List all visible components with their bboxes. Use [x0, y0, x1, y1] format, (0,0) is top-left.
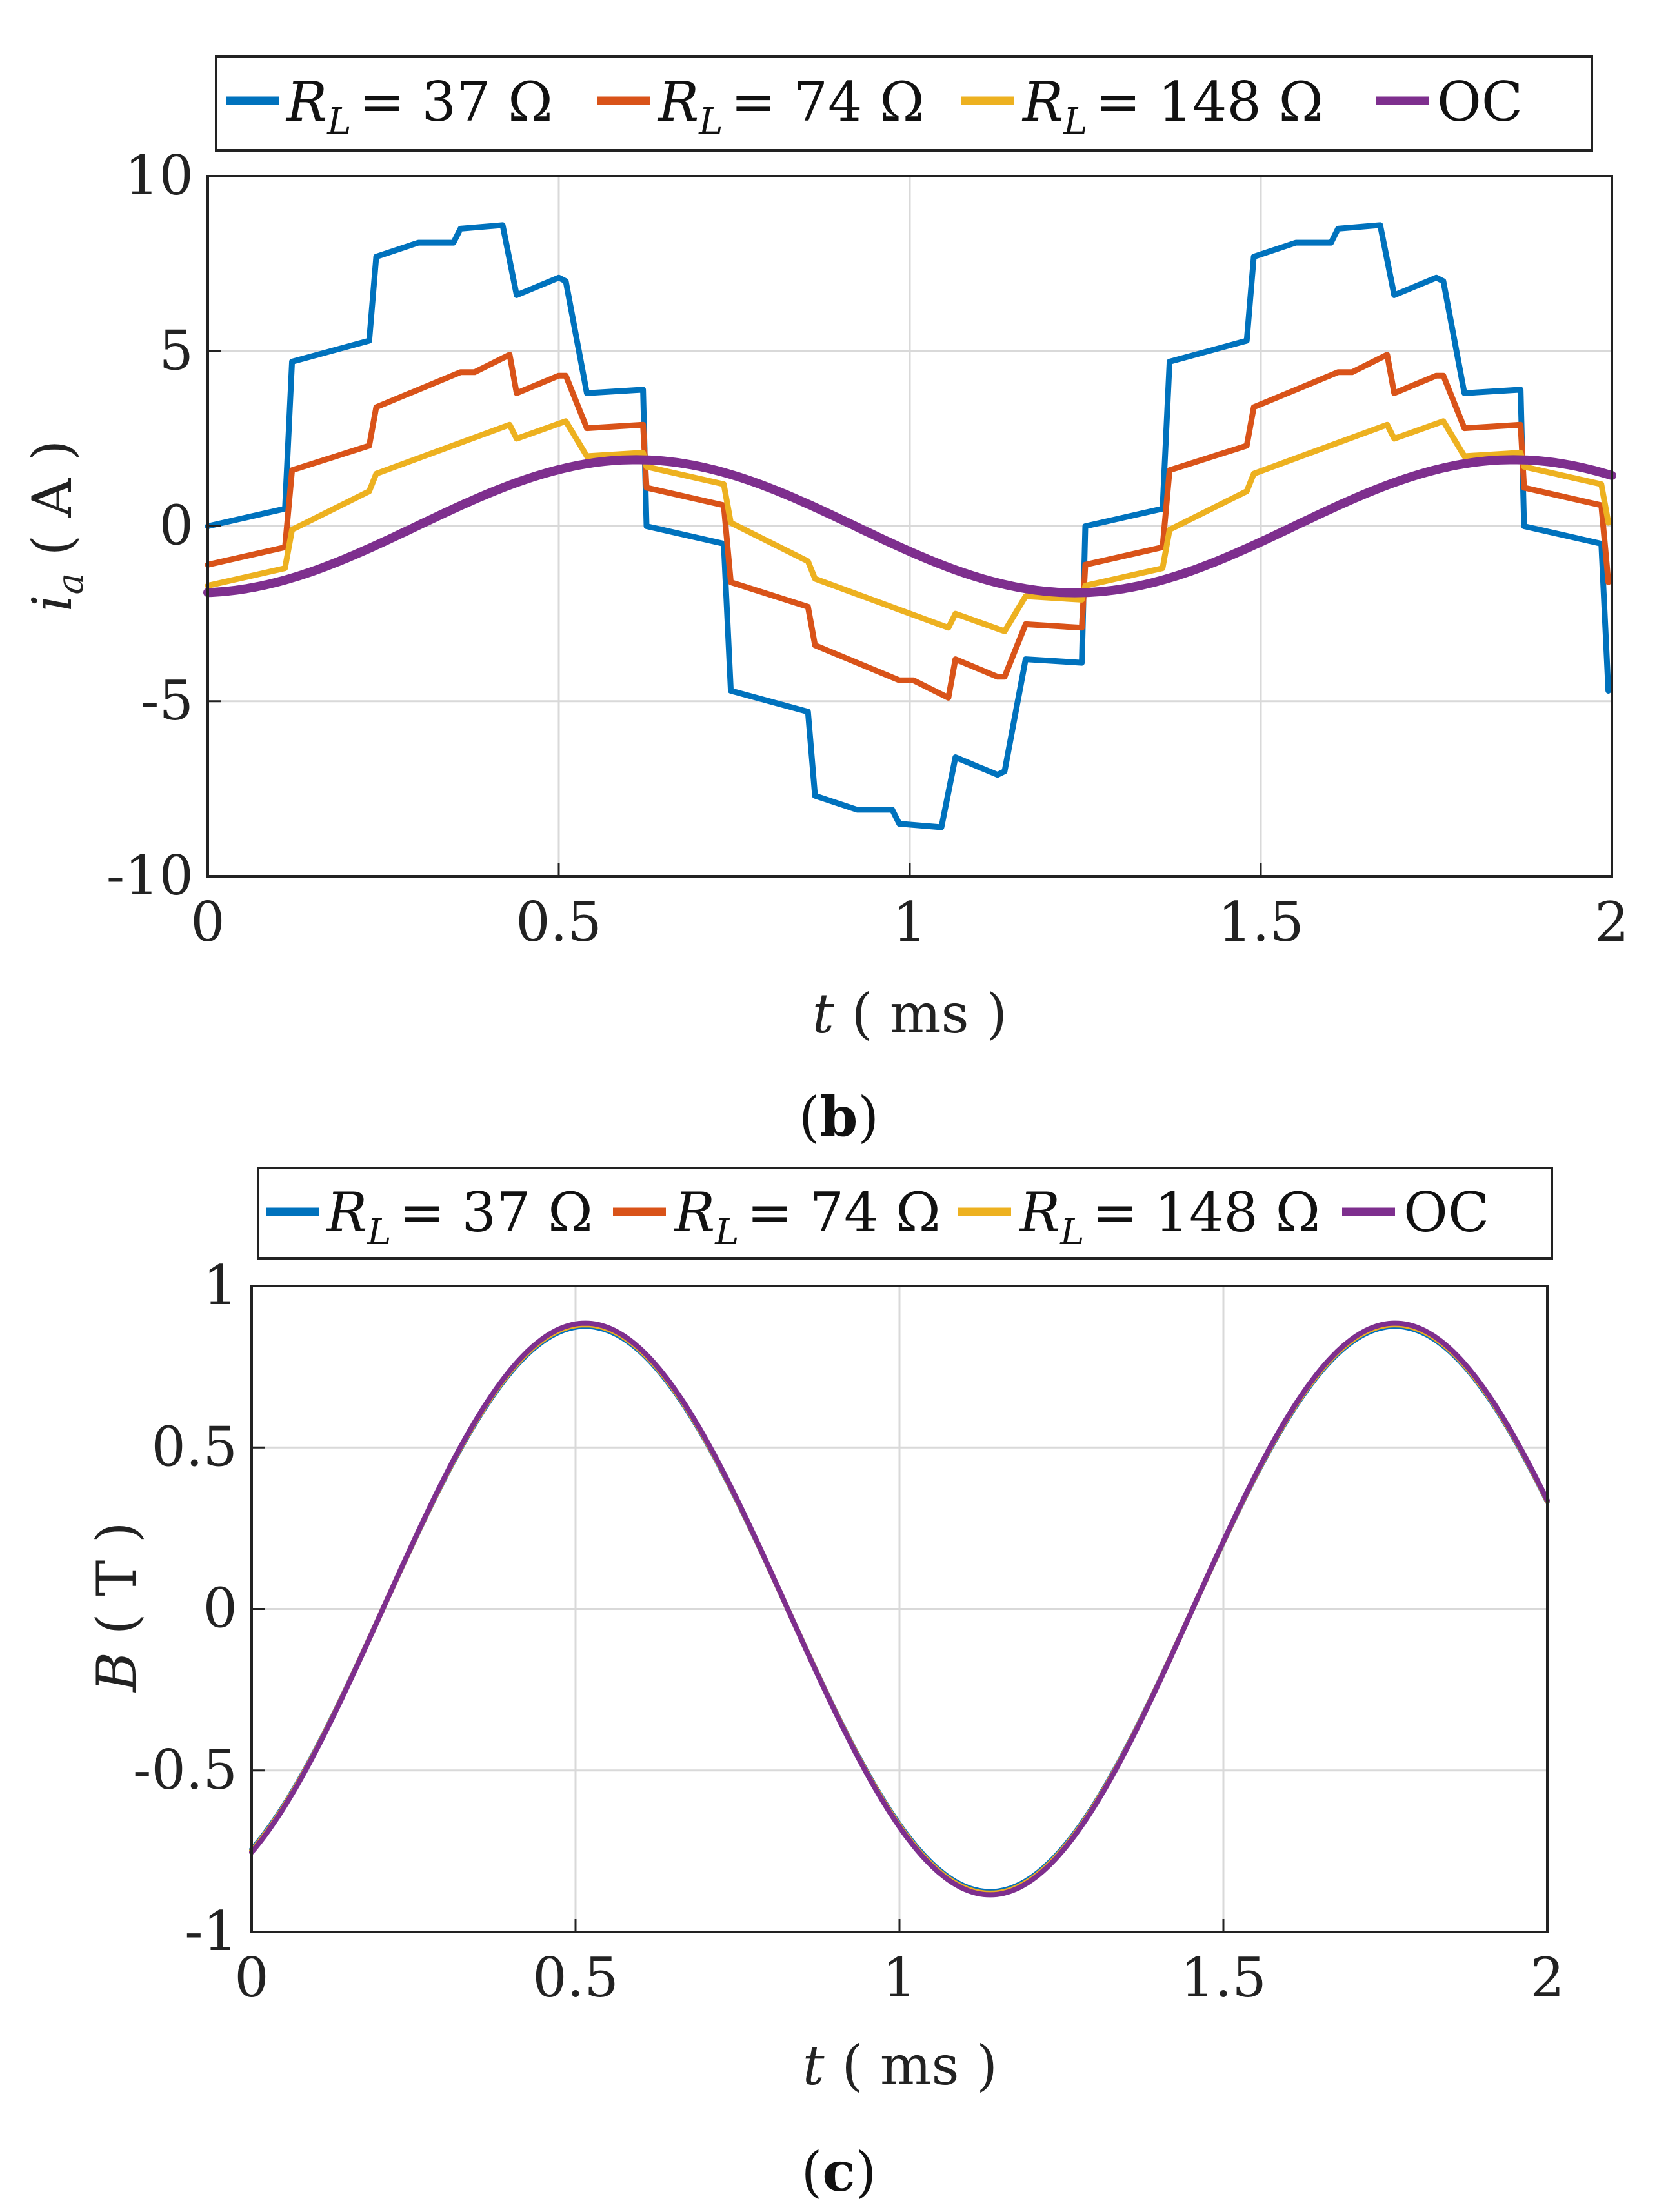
legend-b-label-oc: OC	[1437, 70, 1523, 134]
y-ticks-b: 10 5 0 -5 -10	[106, 144, 221, 907]
x-tick-label: 2	[1594, 890, 1629, 954]
legend-b-label-37: RL = 37 Ω	[285, 70, 553, 143]
grid-c	[252, 1286, 1547, 1932]
x-tick-label: 0.5	[516, 890, 602, 954]
plot-area-b	[203, 222, 1616, 830]
legend-c: RL = 37 Ω RL = 74 Ω RL = 148 Ω OC	[257, 1167, 1553, 1260]
x-ticks-b: 0 0.5 1 1.5 2	[190, 863, 1629, 954]
y-axis-label-b: ia ( A )	[21, 440, 92, 612]
plot-area-c	[249, 1320, 1550, 1898]
legend-c-label-oc: OC	[1403, 1181, 1489, 1244]
series-line-oc	[203, 455, 1616, 598]
y-tick-label: -5	[141, 669, 194, 732]
y-tick-label: 1	[203, 1254, 237, 1317]
panel-b: RL = 37 Ω RL = 74 Ω RL = 148 Ω OC 1050-5-10…	[21, 55, 1629, 1149]
x-axis-label-b: t ( ms )	[812, 982, 1007, 1045]
legend-c-box	[257, 1167, 1553, 1260]
y-ticks-c: 1 0.5 0 -0.5 -1	[133, 1254, 265, 1963]
panel-c: RL = 37 Ω RL = 74 Ω RL = 148 Ω OC 1 0.5 0 -0.5…	[85, 1167, 1565, 2204]
series-line-r-l-74	[205, 352, 1612, 701]
legend-c-label-148: RL = 148 Ω	[1018, 1181, 1320, 1253]
y-tick-label: 0	[159, 494, 194, 558]
y-tick-label: -0.5	[133, 1738, 237, 1802]
grid-b	[208, 176, 1612, 876]
legend-c-label-74: RL = 74 Ω	[673, 1181, 941, 1253]
x-tick-label: 1.5	[1180, 1946, 1267, 2009]
x-tick-label: 1	[882, 1946, 916, 2009]
x-tick-label: 1	[892, 890, 927, 954]
x-tick-label: 1.5	[1218, 890, 1304, 954]
x-tick-label: 2	[1530, 1946, 1564, 2009]
y-tick-label: -10	[106, 844, 194, 907]
caption-b: (b)	[799, 1085, 879, 1149]
y-tick-label: 0	[203, 1577, 237, 1640]
legend-b-label-74: RL = 74 Ω	[657, 70, 925, 143]
caption-c: (c)	[801, 2140, 877, 2204]
x-tick-label: 0.5	[532, 1946, 619, 2009]
y-tick-label: -1	[185, 1900, 237, 1963]
legend-b: RL = 37 Ω RL = 74 Ω RL = 148 Ω OC	[215, 55, 1593, 152]
x-tick-label: 0	[190, 890, 225, 954]
series-line-r-l-37	[205, 222, 1612, 830]
legend-b-box	[215, 55, 1593, 152]
series-line-r-l-148	[205, 418, 1612, 634]
series-line-oc	[249, 1320, 1550, 1898]
x-axis-label-c: t ( ms )	[803, 2034, 998, 2097]
x-ticks-c: 0 0.5 1 1.5 2	[234, 1919, 1565, 2009]
y-tick-label: 5	[159, 319, 194, 382]
x-tick-label: 0	[234, 1946, 268, 2009]
legend-b-label-148: RL = 148 Ω	[1021, 70, 1323, 143]
y-tick-label: 10	[125, 144, 194, 207]
y-tick-label: 0.5	[151, 1415, 237, 1478]
legend-c-label-37: RL = 37 Ω	[325, 1181, 593, 1253]
y-axis-label-c: B ( T )	[85, 1522, 148, 1693]
